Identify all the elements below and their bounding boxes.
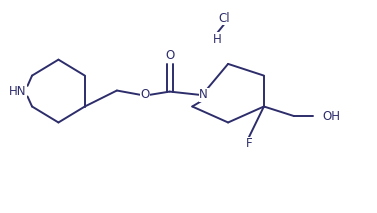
Text: OH: OH bbox=[322, 109, 340, 123]
Text: F: F bbox=[245, 137, 252, 150]
Text: H: H bbox=[212, 33, 221, 46]
Text: O: O bbox=[141, 88, 150, 101]
Text: O: O bbox=[165, 49, 174, 62]
Text: Cl: Cl bbox=[219, 12, 230, 25]
Text: N: N bbox=[199, 88, 208, 101]
Text: HN: HN bbox=[9, 85, 27, 98]
